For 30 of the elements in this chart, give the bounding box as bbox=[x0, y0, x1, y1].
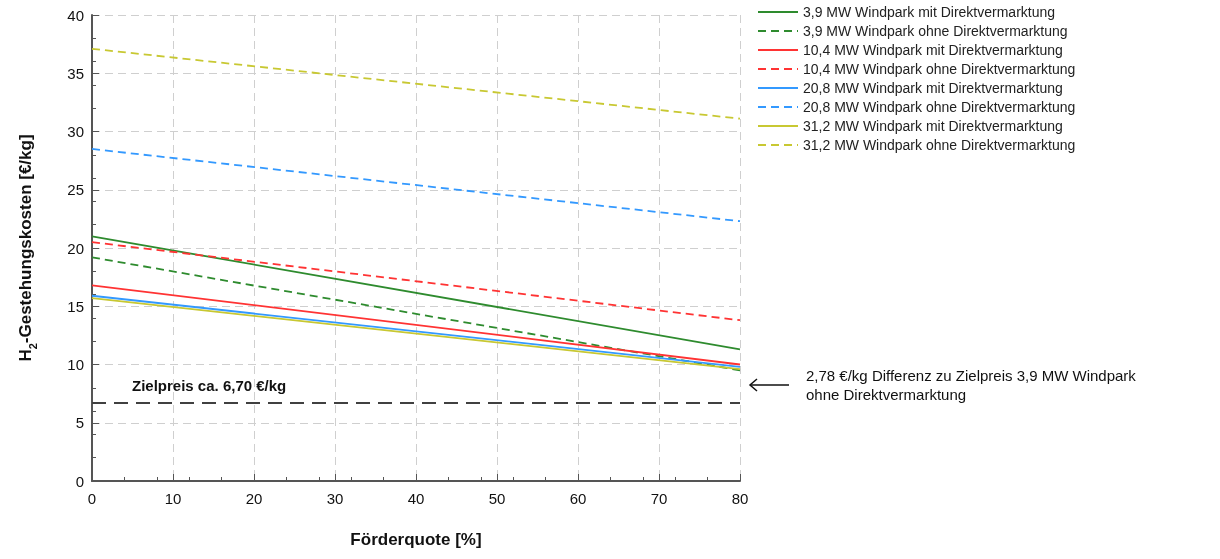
text: 2,78 €/kg Differenz zu Zielpreis 3,9 MW Windpark ohne Direktvermarktung bbox=[806, 366, 1137, 405]
y-axis-title: H2-Gestehungskosten [€/kg] bbox=[16, 134, 39, 362]
legend-label: 3,9 MW Windpark ohne Direktvermarktung bbox=[803, 23, 1068, 39]
x-tick-label: 50 bbox=[488, 490, 506, 507]
x-tick-label: 40 bbox=[407, 490, 425, 507]
x-tick-label: 0 bbox=[87, 490, 97, 507]
y-tick-label: 35 bbox=[67, 64, 84, 82]
legend-label: 3,9 MW Windpark mit Direktvermarktung bbox=[803, 4, 1056, 20]
x-tick-label: 30 bbox=[326, 490, 344, 507]
y-tick-label: 15 bbox=[67, 297, 84, 315]
y-tick-label: 25 bbox=[67, 181, 84, 199]
x-tick-label: 60 bbox=[569, 490, 587, 507]
y-tick-label: 5 bbox=[75, 414, 84, 432]
y-tick-label: 30 bbox=[67, 123, 84, 140]
legend-label: 20,8 MW Windpark ohne Direktvermarktung bbox=[803, 99, 1076, 115]
x-tick-label: 10 bbox=[164, 490, 182, 507]
x-axis-title: Förderquote [%] bbox=[350, 530, 482, 549]
x-tick-label: 70 bbox=[650, 490, 668, 507]
legend-label: 10,4 MW Windpark ohne Direktvermarktung bbox=[803, 61, 1076, 77]
x-tick-label: 20 bbox=[245, 490, 263, 507]
legend-label: 31,2 MW Windpark ohne Direktvermarktung bbox=[803, 137, 1076, 153]
legend-label: 10,4 MW Windpark mit Direktvermarktung bbox=[803, 42, 1063, 58]
y-tick-label: 20 bbox=[67, 239, 84, 257]
legend-label: 20,8 MW Windpark mit Direktvermarktung bbox=[803, 80, 1063, 96]
legend-label: 31,2 MW Windpark mit Direktvermarktung bbox=[803, 118, 1063, 134]
y-tick-label: 0 bbox=[75, 472, 84, 490]
y-tick-label: 40 bbox=[67, 6, 84, 24]
ref-line-label: Zielpreis ca. 6,70 €/kg bbox=[132, 376, 287, 394]
x-tick-label: 80 bbox=[731, 490, 749, 507]
y-tick-label: 10 bbox=[67, 356, 84, 373]
